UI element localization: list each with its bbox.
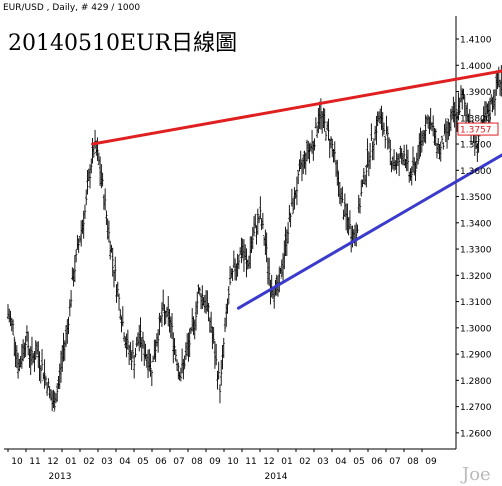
x-tick-label: 03 xyxy=(317,457,328,467)
y-tick-label: 1.3700 xyxy=(460,141,492,151)
y-tick-label: 1.3200 xyxy=(460,272,492,282)
y-tick-label: 1.2800 xyxy=(460,377,492,387)
price-bars xyxy=(6,65,502,412)
x-tick-label: 02 xyxy=(299,457,310,467)
price-tag-box xyxy=(457,122,499,136)
y-tick-label: 1.3500 xyxy=(460,193,492,203)
x-tick-label: 06 xyxy=(371,457,383,467)
y-tick-label: 1.2600 xyxy=(460,429,492,439)
y-tick-label: 1.3800 xyxy=(460,114,492,124)
support-trendline xyxy=(236,153,502,310)
y-axis: 1.4100 1.4000 1.3900 1.3800 1.3700 1.3600 1.35… xyxy=(456,36,492,439)
y-tick-label: 1.2700 xyxy=(460,403,492,413)
x-tick-label: 04 xyxy=(119,457,131,467)
trendlines xyxy=(91,69,502,310)
chart-title: 20140510EUR日線圖 xyxy=(8,31,237,56)
x-tick-label: 11 xyxy=(245,457,256,467)
x-tick-label: 04 xyxy=(335,457,347,467)
x-tick-label: 05 xyxy=(137,457,148,467)
x-tick-label: 07 xyxy=(389,457,400,467)
y-tick-label: 1.4000 xyxy=(460,62,492,72)
x-year-label: 2013 xyxy=(49,472,72,482)
y-tick-label: 1.2900 xyxy=(460,351,492,361)
x-tick-label: 02 xyxy=(83,457,94,467)
x-tick-label: 11 xyxy=(29,457,40,467)
x-tick-label: 05 xyxy=(353,457,364,467)
x-tick-label: 09 xyxy=(209,457,221,467)
x-tick-label: 12 xyxy=(263,457,274,467)
y-tick-label: 1.3000 xyxy=(460,324,492,334)
x-tick-label: 03 xyxy=(101,457,112,467)
symbol-info: EUR/USD , Daily, # 429 / 1000 xyxy=(3,3,140,13)
x-year-label: 2014 xyxy=(265,472,288,482)
x-tick-label: 12 xyxy=(47,457,58,467)
x-tick-label: 08 xyxy=(407,457,419,467)
x-axis: 10 11 12 01 02 03 04 05 06 07 08 09 10 11 12 01 02 03 04 05… xyxy=(7,449,437,482)
price-tag-label: 1.3757 xyxy=(460,126,492,136)
x-tick-label: 08 xyxy=(191,457,203,467)
y-tick-label: 1.3100 xyxy=(460,298,492,308)
y-tick-label: 1.3300 xyxy=(460,246,492,256)
y-tick-label: 1.3600 xyxy=(460,167,492,177)
x-tick-label: 10 xyxy=(227,457,239,467)
x-tick-label: 07 xyxy=(173,457,184,467)
y-tick-label: 1.3400 xyxy=(460,219,492,229)
x-tick-label: 06 xyxy=(155,457,167,467)
x-tick-label: 10 xyxy=(11,457,23,467)
current-price-tag: 1.3757 xyxy=(457,122,499,136)
x-tick-label: 09 xyxy=(425,457,437,467)
x-tick-label: 01 xyxy=(281,457,292,467)
y-tick-label: 1.3900 xyxy=(460,88,492,98)
watermark: Joe xyxy=(460,464,491,485)
resistance-trendline xyxy=(91,69,502,146)
y-tick-label: 1.4100 xyxy=(460,36,492,46)
x-tick-label: 01 xyxy=(65,457,76,467)
